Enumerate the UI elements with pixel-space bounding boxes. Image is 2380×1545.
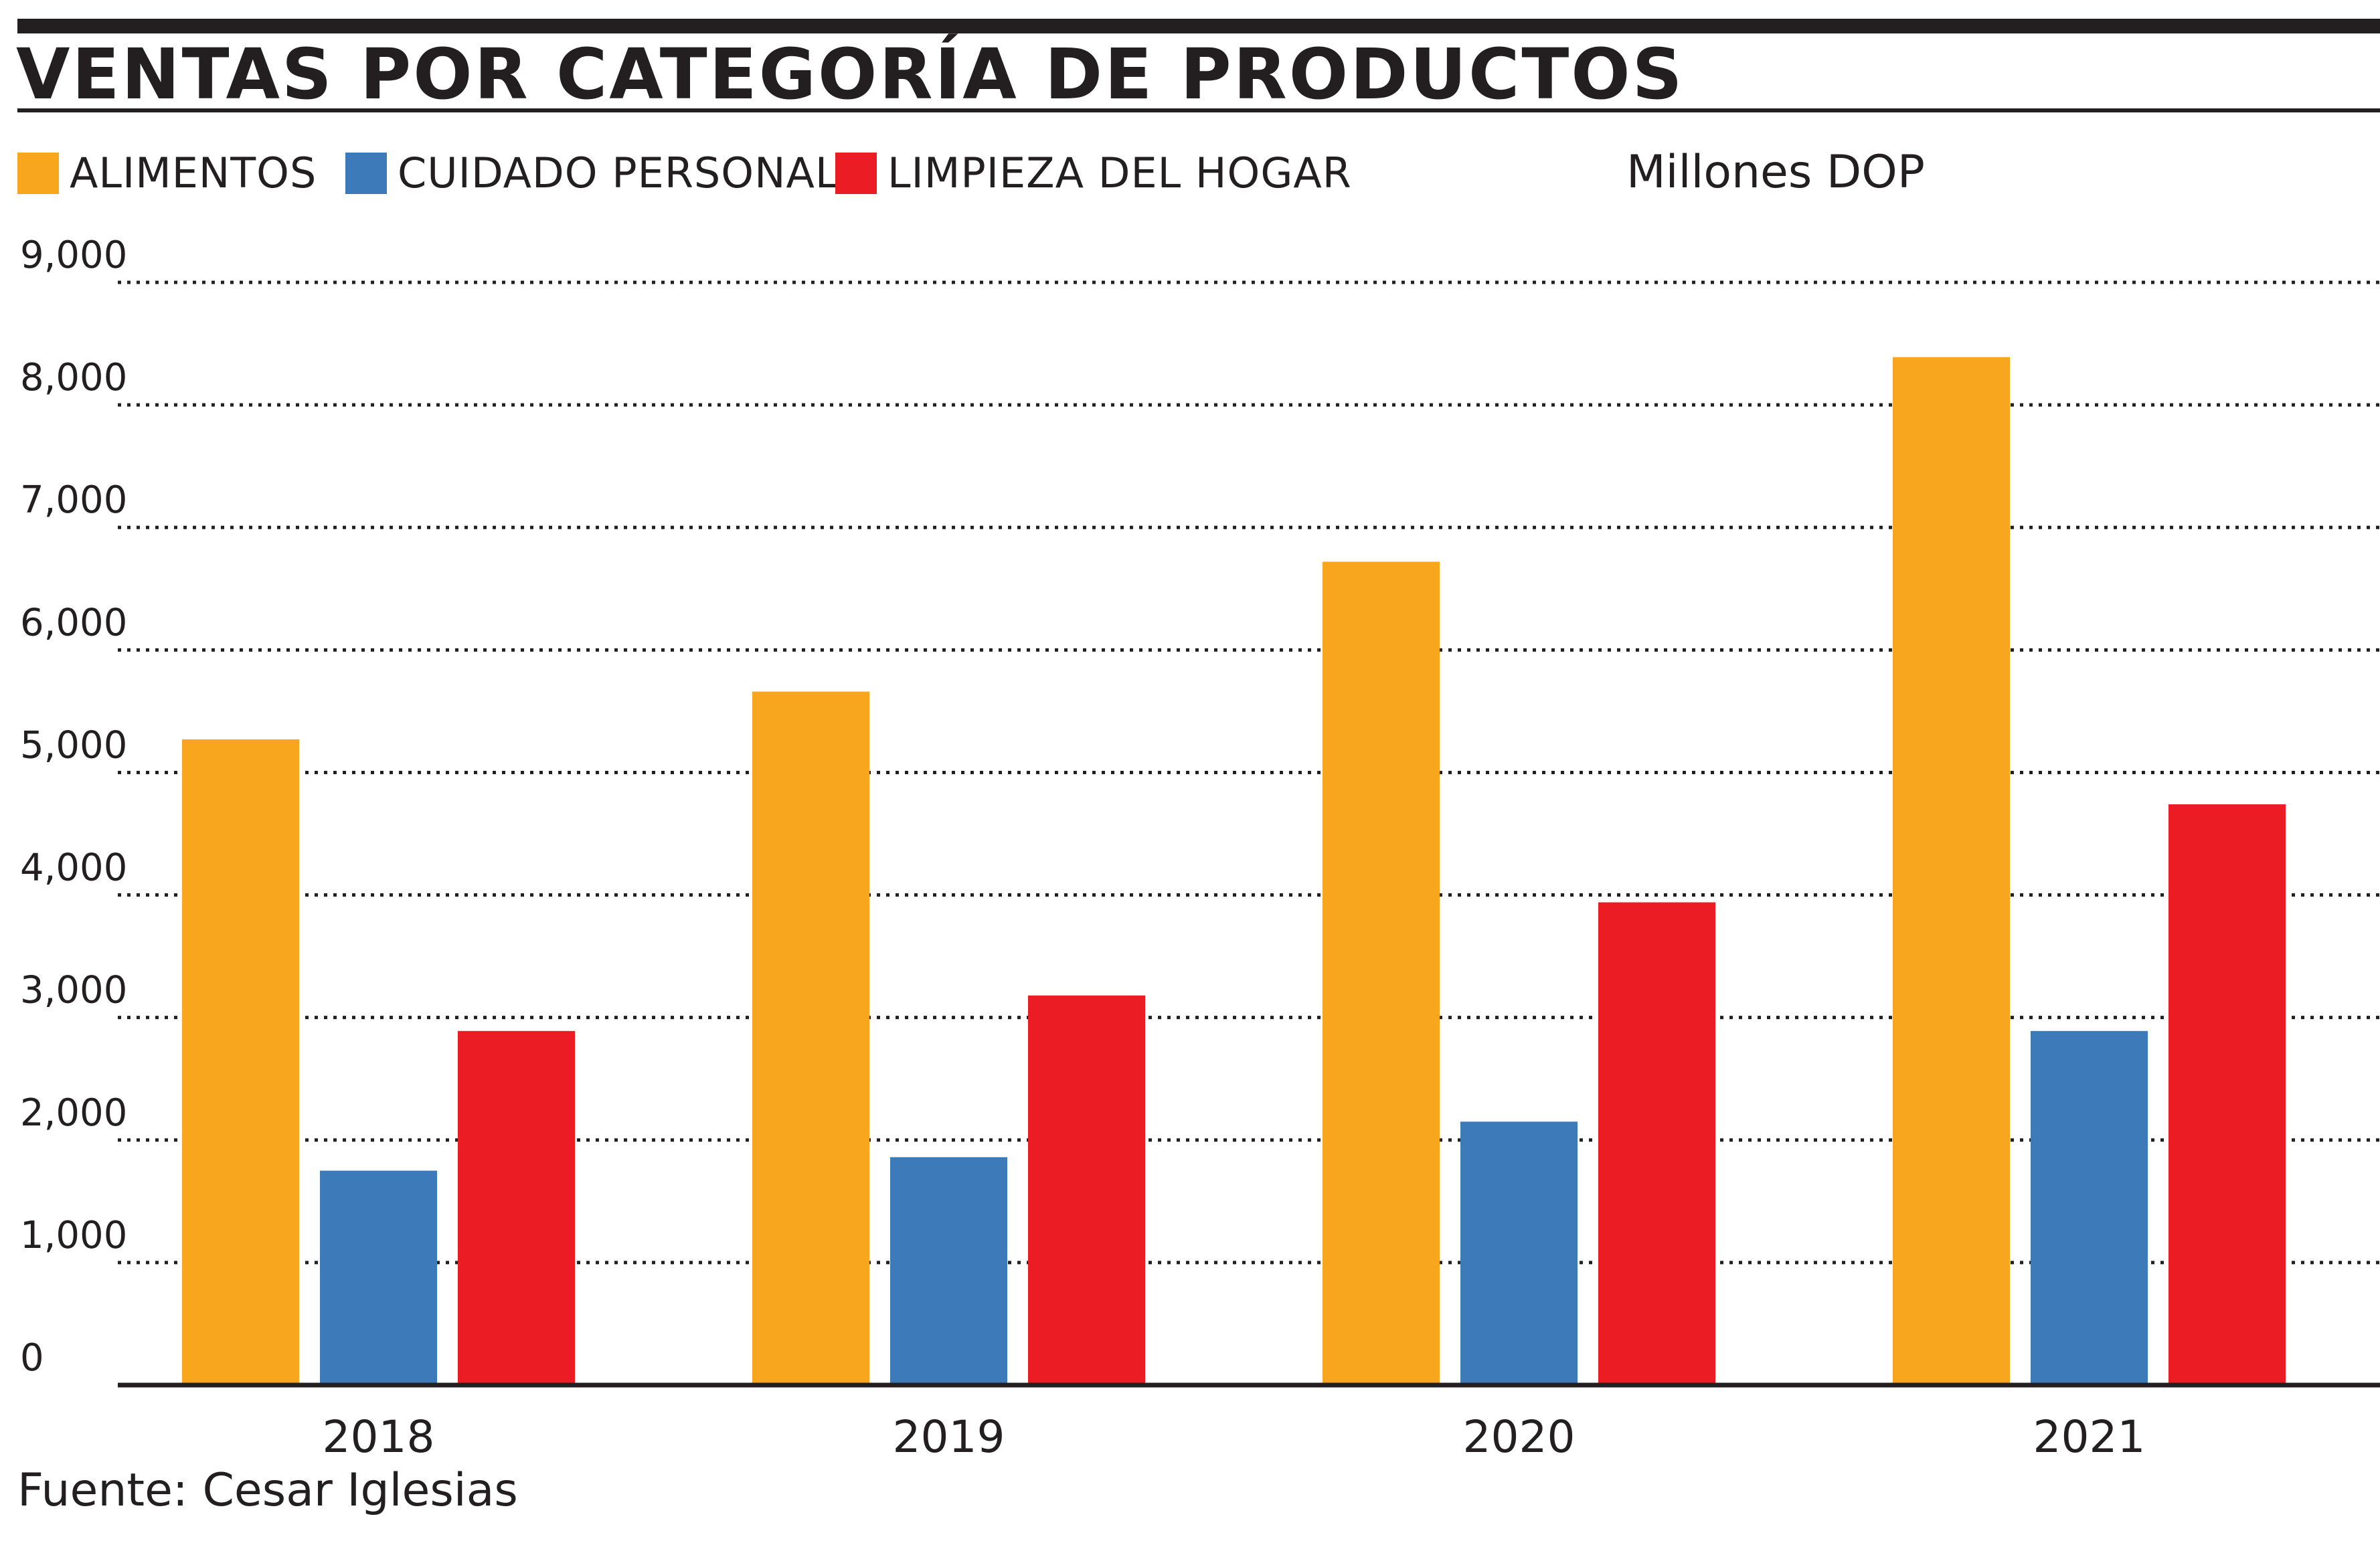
bar-cuidado-personal-2018 [320, 1170, 437, 1385]
legend-swatch-alimentos [17, 152, 59, 194]
legend-item-limpieza-del-hogar: LIMPIEZA DEL HOGAR [835, 149, 1352, 197]
legend-label-alimentos: ALIMENTOS [70, 149, 317, 197]
source-note: Fuente: Cesar Iglesias [17, 1464, 518, 1517]
x-tick-label: 2018 [323, 1411, 435, 1463]
legend-label-cuidado-personal: CUIDADO PERSONAL [398, 149, 839, 197]
legend-swatch-limpieza-del-hogar [835, 152, 877, 194]
title-rule [17, 108, 2380, 112]
y-tick-label: 7,000 [20, 478, 127, 522]
bar-alimentos-2021 [1893, 357, 2010, 1385]
bar-limpieza-del-hogar-2021 [2169, 804, 2286, 1385]
y-tick-label: 1,000 [20, 1214, 127, 1257]
bar-cuidado-personal-2021 [2031, 1030, 2148, 1385]
y-tick-label: 8,000 [20, 356, 127, 399]
y-tick-label: 2,000 [20, 1091, 127, 1135]
x-tick-label: 2019 [893, 1411, 1005, 1463]
chart-title: VENTAS POR CATEGORÍA DE PRODUCTOS [16, 33, 1685, 115]
legend-item-cuidado-personal: CUIDADO PERSONAL [345, 149, 839, 197]
x-tick-label: 2020 [1463, 1411, 1576, 1463]
y-tick-label: 9,000 [20, 234, 127, 277]
legend-swatch-cuidado-personal [345, 152, 387, 194]
bar-cuidado-personal-2019 [890, 1157, 1007, 1385]
bar-alimentos-2020 [1323, 561, 1440, 1385]
bar-alimentos-2019 [752, 691, 869, 1385]
legend-label-limpieza-del-hogar: LIMPIEZA DEL HOGAR [887, 149, 1352, 197]
x-tick-label: 2021 [2033, 1411, 2146, 1463]
y-tick-label: 6,000 [20, 601, 127, 644]
y-tick-label: 0 [20, 1336, 44, 1380]
y-tick-label: 3,000 [20, 969, 127, 1012]
bar-cuidado-personal-2020 [1460, 1121, 1578, 1385]
y-tick-label: 5,000 [20, 723, 127, 767]
top-rule [17, 19, 2380, 33]
bar-limpieza-del-hogar-2020 [1598, 902, 1715, 1385]
bar-limpieza-del-hogar-2018 [458, 1030, 575, 1385]
bar-limpieza-del-hogar-2019 [1028, 995, 1145, 1385]
units-label: Millones DOP [1626, 146, 1925, 199]
legend-item-alimentos: ALIMENTOS [17, 149, 317, 197]
y-tick-label: 4,000 [20, 846, 127, 890]
bar-alimentos-2018 [182, 739, 299, 1385]
